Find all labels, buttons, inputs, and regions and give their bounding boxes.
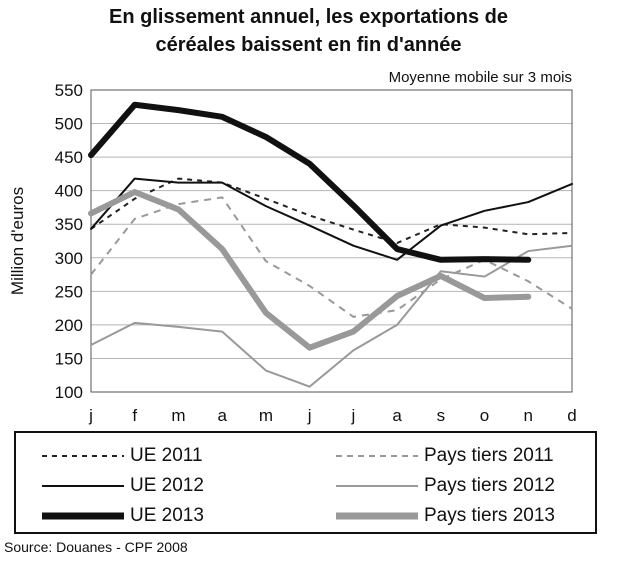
x-tick-label: j xyxy=(88,406,93,425)
y-tick-label: 100 xyxy=(55,383,83,402)
y-tick-label: 200 xyxy=(55,316,83,335)
legend-label: UE 2011 xyxy=(130,445,203,466)
legend-item-pays-tiers-2011: Pays tiers 2011 xyxy=(332,441,592,471)
x-tick-label: m xyxy=(259,406,273,425)
chart-title-line2: céréales baissent en fin d'année xyxy=(155,34,462,56)
plot-area xyxy=(90,89,573,393)
legend-item-pays-tiers-2013: Pays tiers 2013 xyxy=(332,501,592,531)
legend-label: UE 2013 xyxy=(130,505,204,526)
y-tick-label: 550 xyxy=(55,81,83,100)
x-tick-label: o xyxy=(480,406,489,425)
legend-item-pays-tiers-2012: Pays tiers 2012 xyxy=(332,471,592,501)
series-line-pays-tiers-2012 xyxy=(90,244,573,388)
y-tick-label: 400 xyxy=(55,182,83,201)
legend-swatch-ue-2011 xyxy=(42,455,124,457)
y-axis-label: Million d'euros xyxy=(8,187,27,295)
y-tick-label: 500 xyxy=(55,115,83,134)
x-tick-label: d xyxy=(567,406,576,425)
x-tick-label: m xyxy=(171,406,185,425)
chart-subtitle: Moyenne mobile sur 3 mois xyxy=(389,69,572,86)
x-tick-label: s xyxy=(437,406,446,425)
legend-swatch-pays-tiers-2012 xyxy=(336,485,418,487)
source-note: Source: Douanes - CPF 2008 xyxy=(4,539,188,555)
legend-label: Pays tiers 2011 xyxy=(424,445,554,466)
legend-label: Pays tiers 2012 xyxy=(424,475,555,496)
x-tick-label: a xyxy=(217,406,227,425)
x-tick-label: f xyxy=(132,406,137,425)
chart-title-line1: En glissement annuel, les exportations d… xyxy=(109,6,508,28)
legend-item-ue-2012: UE 2012 xyxy=(38,471,298,501)
series-line-ue-2012 xyxy=(90,177,573,261)
x-tick-label: n xyxy=(524,406,533,425)
y-tick-label: 350 xyxy=(55,215,83,234)
legend-label: UE 2012 xyxy=(130,475,204,496)
y-tick-label: 250 xyxy=(55,282,83,301)
legend-item-ue-2011: UE 2011 xyxy=(38,441,298,471)
legend-swatch-pays-tiers-2013 xyxy=(336,512,418,520)
legend-item-ue-2013: UE 2013 xyxy=(38,501,298,531)
line-chart: Moyenne mobile sur 3 mois 100 150 200 250 300… xyxy=(8,69,577,425)
legend-swatch-pays-tiers-2011 xyxy=(336,455,418,457)
legend-label: Pays tiers 2013 xyxy=(424,505,555,526)
chart-legend: UE 2011 Pays tiers 2011 UE 2012 Pays tie… xyxy=(14,431,597,534)
legend-swatch-ue-2012 xyxy=(42,485,124,487)
series-line-pays-tiers-2013 xyxy=(88,189,532,351)
x-tick-label: j xyxy=(350,406,355,425)
x-tick-label: a xyxy=(392,406,402,425)
y-tick-label: 450 xyxy=(55,148,83,167)
x-tick-label: j xyxy=(307,406,312,425)
series-line-ue-2013 xyxy=(88,101,532,263)
legend-swatch-ue-2013 xyxy=(42,512,124,520)
y-tick-label: 300 xyxy=(55,249,83,268)
y-tick-label: 150 xyxy=(55,349,83,368)
